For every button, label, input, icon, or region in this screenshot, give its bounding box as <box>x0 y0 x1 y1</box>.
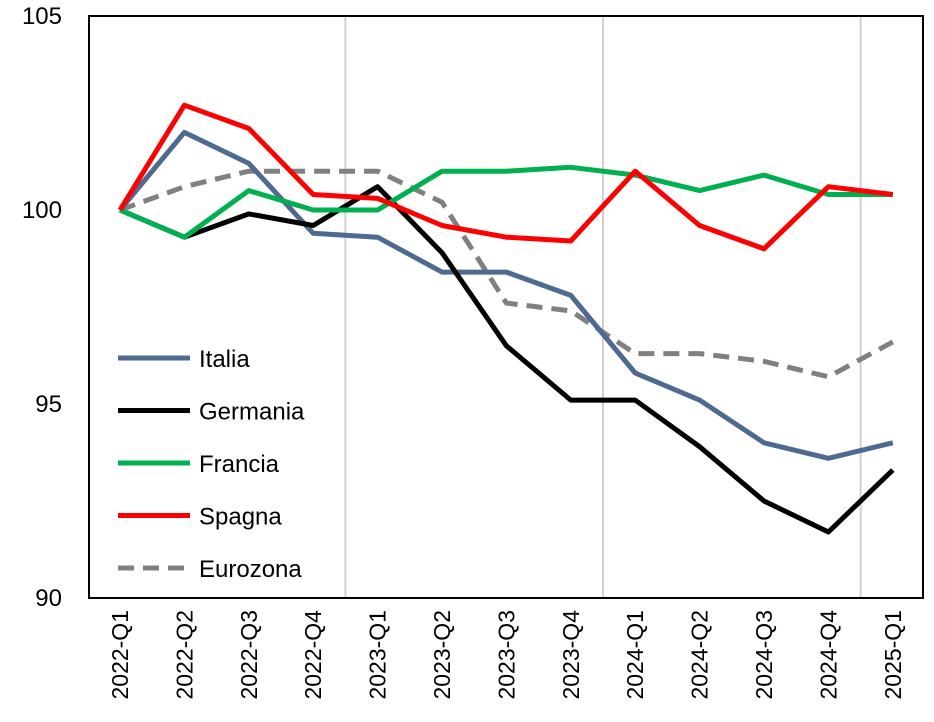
legend-label: Francia <box>199 451 280 478</box>
y-tick-label-90: 90 <box>35 585 62 612</box>
x-tick-label-2022-Q1: 2022-Q1 <box>107 610 133 700</box>
series-line-francia <box>119 164 893 240</box>
x-tick-label-2024-Q1: 2024-Q1 <box>622 610 648 700</box>
y-tick-label-105: 105 <box>22 3 62 30</box>
legend-label: Spagna <box>199 504 282 531</box>
x-tick-label-2024-Q2: 2024-Q2 <box>687 610 713 700</box>
series-layer <box>117 102 895 535</box>
y-tick-label-95: 95 <box>35 391 62 418</box>
x-tick-label-2022-Q4: 2022-Q4 <box>300 610 326 700</box>
legend-label: Eurozona <box>199 556 302 583</box>
series-line-germania <box>119 184 895 535</box>
series-line-italia <box>118 129 894 461</box>
plot-area-frame <box>88 15 924 599</box>
legend-item-germania: Germania <box>118 399 305 426</box>
legend-label: Germania <box>199 399 305 426</box>
x-tick-label-2022-Q2: 2022-Q2 <box>171 610 197 700</box>
x-axis-ticks: 2022-Q1 2022-Q2 2022-Q3 2022-Q4 2023-Q1 2023-… <box>107 610 906 700</box>
x-tick-label-2023-Q4: 2023-Q4 <box>558 610 584 700</box>
x-tick-label-2022-Q3: 2022-Q3 <box>236 610 262 700</box>
legend-item-eurozona: Eurozona <box>118 556 302 583</box>
legend-item-francia: Francia <box>118 451 280 478</box>
y-tick-label-100: 100 <box>22 197 62 224</box>
x-tick-label-2024-Q4: 2024-Q4 <box>815 610 841 700</box>
x-tick-label-2024-Q3: 2024-Q3 <box>751 610 777 700</box>
legend-label: Italia <box>199 346 250 373</box>
legend-item-spagna: Spagna <box>118 504 282 531</box>
x-tick-label-2025-Q1: 2025-Q1 <box>880 610 906 700</box>
legend-item-italia: Italia <box>118 346 250 373</box>
series-line-spagna <box>117 102 894 252</box>
legend: Italia Germania Francia Spagna Eurozona <box>118 346 305 583</box>
x-tick-label-2023-Q3: 2023-Q3 <box>493 610 519 700</box>
x-tick-label-2023-Q2: 2023-Q2 <box>429 610 455 700</box>
x-tick-label-2023-Q1: 2023-Q1 <box>365 610 391 700</box>
series-line-eurozona <box>119 168 894 380</box>
y-axis-ticks: 90 95 100 105 <box>22 3 62 612</box>
